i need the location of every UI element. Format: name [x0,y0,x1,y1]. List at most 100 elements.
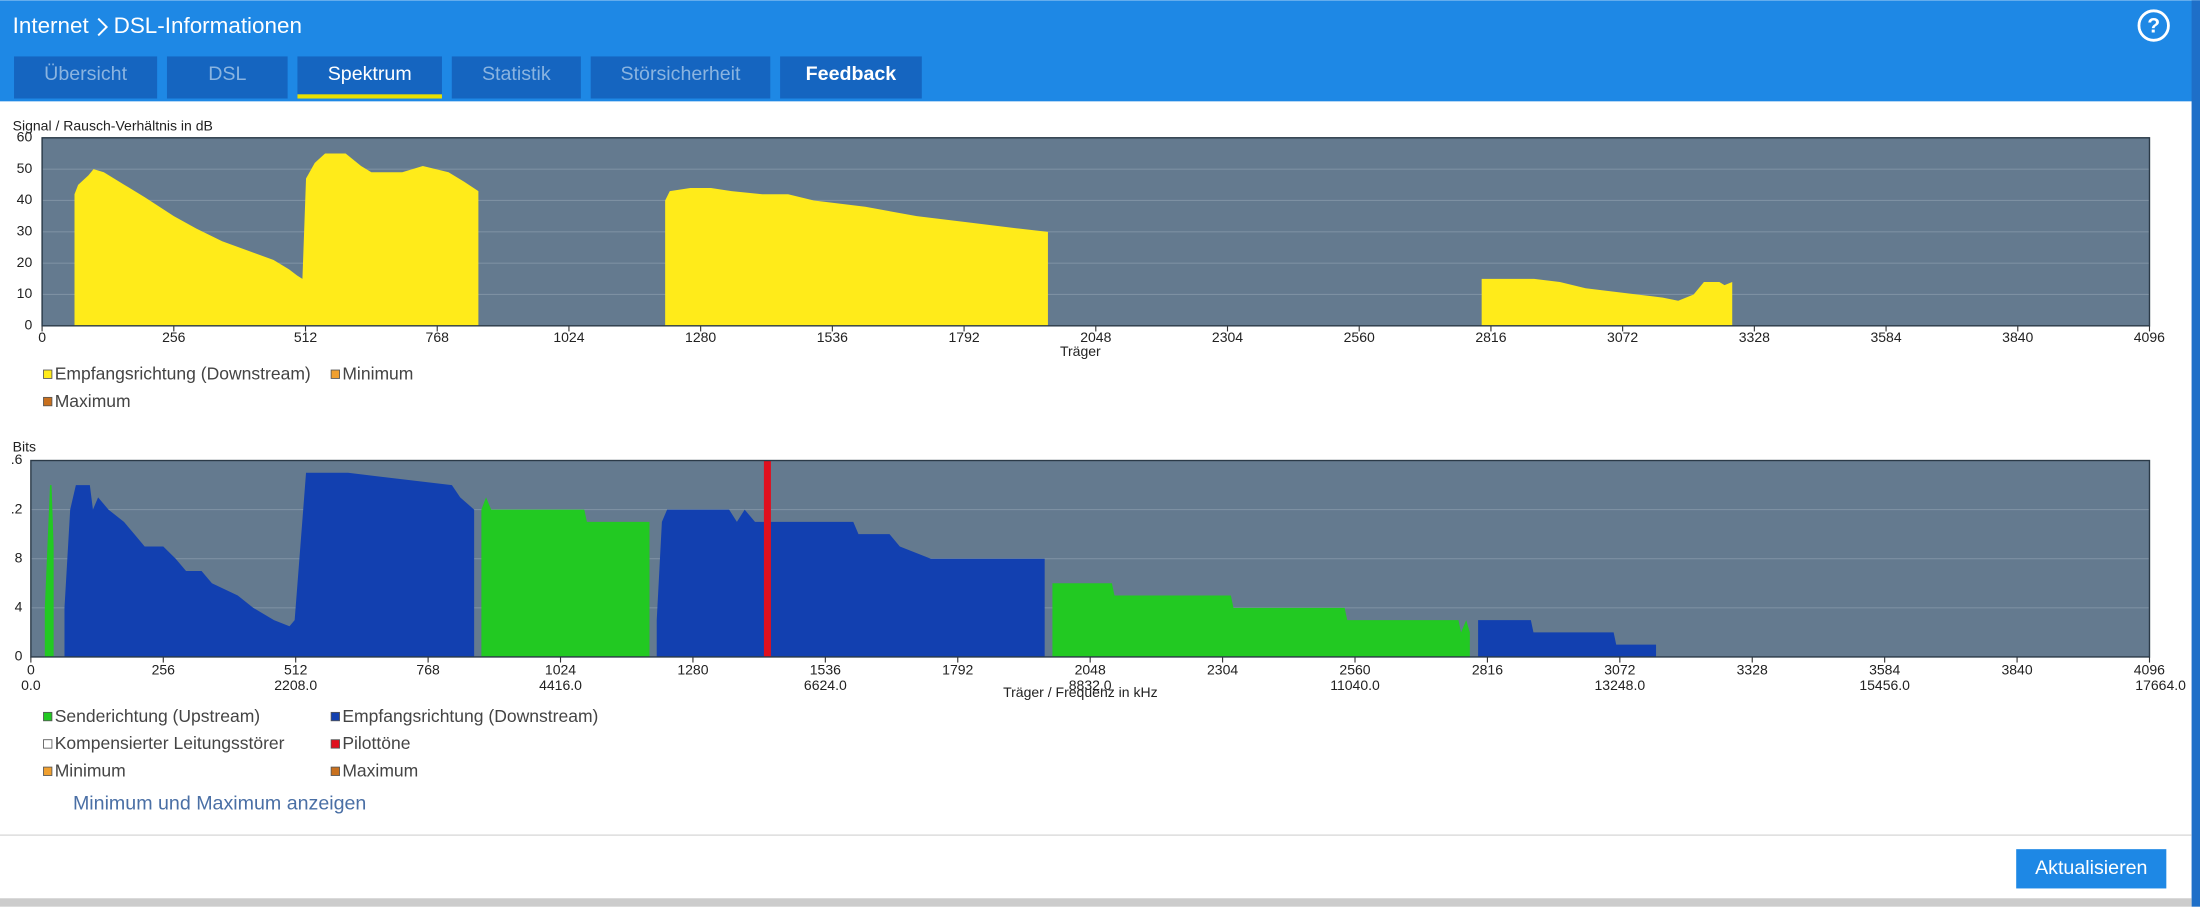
x-tick-label: 1024 [545,662,576,678]
tab-label[interactable]: Spektrum [328,63,412,85]
x-tick-label: 2816 [1475,329,1506,345]
y-tick-label: 8 [15,549,23,565]
breadcrumb[interactable]: Internet [13,13,90,38]
x-tick-label: 256 [162,329,186,345]
help-icon[interactable] [2137,9,2170,42]
toggle-link[interactable]: Minimum und Maximum anzeigen [73,792,366,814]
legend-label: Maximum [342,761,418,781]
legend-swatch [43,739,53,749]
legend-swatch [330,739,340,749]
y-tick-label: .2 [11,500,23,516]
x-tick-label: 3328 [1739,329,1770,345]
chevron [97,17,109,37]
y-tick-label: 40 [17,191,33,207]
x-tick-label: 1536 [810,662,841,678]
y-tick-label: 10 [17,285,33,301]
refresh-button[interactable] [2016,849,2167,889]
x2-tick-label: 2208.0 [274,677,317,693]
tab-label[interactable]: Übersicht [44,63,127,85]
x-tick-label: 4096 [2134,329,2165,345]
x-tick-label: 3584 [1869,662,1900,678]
tab[interactable] [297,56,442,99]
x2-tick-label: 17664.0 [2135,677,2186,693]
x2-tick-label: 15456.0 [1859,677,1910,693]
x2-tick-label: 0.0 [21,677,41,693]
tab-label[interactable]: Statistik [482,63,551,85]
y-tick-label: 20 [17,254,33,270]
x-tick-label: 512 [284,662,308,678]
legend-swatch [330,369,340,379]
x-axis-label: Träger [1060,343,1101,359]
tab-label[interactable]: DSL [208,63,246,85]
x-axis-label: Träger / Frequenz in kHz [1003,684,1158,700]
y-tick-label: 0 [15,648,23,664]
x-tick-label: 768 [426,329,450,345]
tab[interactable] [780,56,922,99]
legend-label: Pilottöne [342,733,410,753]
legend-swatch [43,369,53,379]
x-tick-label: 768 [416,662,440,678]
legend-swatch [43,766,53,776]
x-tick-label: 1536 [817,329,848,345]
x2-tick-label: 8832.0 [1069,677,1112,693]
pilot-tone [763,460,771,657]
legend-label: Kompensierter Leitungsstörer [55,733,285,753]
x-tick-label: 3072 [1607,329,1638,345]
tab[interactable] [14,56,158,99]
y-axis-label: Bits [13,439,36,455]
y-axis-label: Signal / Rausch-Verhältnis in dB [13,117,213,133]
scrollbar [2191,0,2200,907]
legend-label: Minimum [342,364,413,384]
legend-swatch [43,396,53,407]
x-tick-label: 2816 [1472,662,1503,678]
legend-label: Minimum [55,761,126,781]
legend-swatch [330,766,340,776]
legend-label: Empfangsrichtung (Downstream) [342,706,598,726]
x-tick-label: 2560 [1344,329,1375,345]
x2-tick-label: 6624.0 [804,677,847,693]
x-tick-label: 1792 [942,662,973,678]
series-area [74,153,1733,326]
y-tick-label: 30 [17,223,33,239]
series-area [44,485,1470,657]
x-tick-label: 1792 [948,329,979,345]
y-tick-label: 60 [17,129,33,145]
x-tick-label: 2304 [1212,329,1243,345]
tab-label[interactable]: Störsicherheit [620,63,741,85]
x-tick-label: 1024 [553,329,584,345]
x-tick-label: 0 [27,662,35,678]
plot-border [41,137,2151,327]
legend-label: Senderichtung (Upstream) [55,706,260,726]
x-tick-label: 2304 [1207,662,1238,678]
series-area [64,472,1657,657]
legend-swatch [330,711,340,722]
help-icon-text[interactable]: ? [2147,15,2160,38]
x-tick-label: 2048 [1075,662,1106,678]
legend-label: Maximum [55,391,131,411]
tab-underline [297,94,442,99]
plot-border [30,459,2151,658]
y-tick-label: 50 [17,160,33,176]
x-tick-label: 1280 [677,662,708,678]
x-tick-label: 256 [152,662,176,678]
x2-tick-label: 13248.0 [1594,677,1645,693]
tab-bar: Übersicht DSL Spektrum Statistik Störsicherh… [14,56,922,99]
x-tick-label: 3328 [1737,662,1768,678]
x-tick-label: 3072 [1604,662,1635,678]
tab-label[interactable]: Feedback [806,63,897,85]
tab[interactable] [590,56,771,99]
refresh-button-text[interactable]: Aktualisieren [2035,857,2147,879]
x-tick-label: 3584 [1870,329,1901,345]
x-tick-label: 4096 [2134,662,2165,678]
legend-label: Empfangsrichtung (Downstream) [55,364,311,384]
tab[interactable] [451,56,581,99]
x-tick-label: 2560 [1339,662,1370,678]
legend-swatch [43,711,53,722]
tab[interactable] [166,56,288,99]
y-tick-label: 0 [24,317,32,333]
breadcrumb: DSL-Informationen [114,13,302,38]
x-tick-label: 3840 [2001,662,2032,678]
x-tick-label: 512 [294,329,318,345]
bottom-edge [0,898,2192,907]
